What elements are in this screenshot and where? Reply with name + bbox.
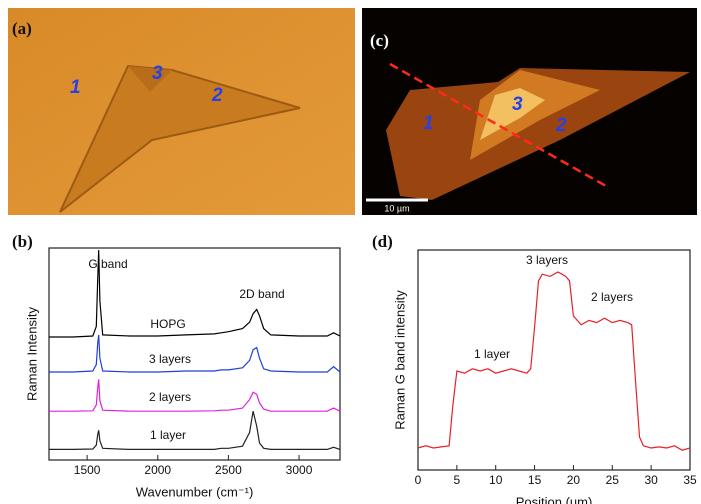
y-axis-label: Raman Intensity [24,307,39,401]
annotation: 2 layers [591,290,633,304]
region-label: 1 [70,77,81,98]
region-label: 3 [512,94,523,115]
x-tick-label: 2000 [144,463,171,477]
panel-label: (c) [370,31,389,50]
data-line [49,334,341,373]
flake [59,64,301,213]
region-label: 2 [555,115,567,136]
annotation: 3 layers [526,253,568,267]
plot-frame [417,249,691,471]
annotation: G band [88,257,127,271]
x-tick-label: 5 [454,473,461,487]
annotation: 1 layer [474,347,510,361]
x-tick-label: 35 [683,473,697,487]
series-label: 1 layer [150,428,186,442]
x-tick-label: 20 [567,473,581,487]
region-label: 1 [423,113,434,134]
series-label: HOPG [150,317,185,331]
plot-frame [48,247,341,461]
series-label: 3 layers [149,352,191,366]
series-label: 2 layers [149,390,191,404]
data-line [49,379,341,412]
region-label: 3 [152,63,163,84]
x-tick-label: 30 [644,473,658,487]
flake-thick [128,66,172,92]
x-tick-label: 10 [489,473,503,487]
data-line [417,271,691,451]
x-tick-label: 15 [528,473,542,487]
x-tick-label: 2500 [215,463,242,477]
x-axis-label: Wavenumber (cm⁻¹) [136,484,254,499]
region-label: 2 [211,85,223,106]
x-tick-label: 0 [415,473,422,487]
x-axis-label: Position (um) [516,494,593,504]
x-tick-label: 3000 [286,463,313,477]
data-line [49,250,341,338]
annotation: 2D band [239,287,284,301]
panel-label: (d) [372,232,393,251]
flake-thickest [480,88,545,140]
y-axis-label: Raman G band intensity [392,290,407,430]
x-tick-label: 1500 [74,463,101,477]
flake-thick [470,70,600,160]
x-tick-label: 25 [606,473,620,487]
data-line [49,411,341,450]
panel-label: (a) [12,19,32,38]
flake [386,68,690,200]
scale-bar-label: 10 µm [384,203,409,213]
panel-label: (b) [12,232,33,251]
